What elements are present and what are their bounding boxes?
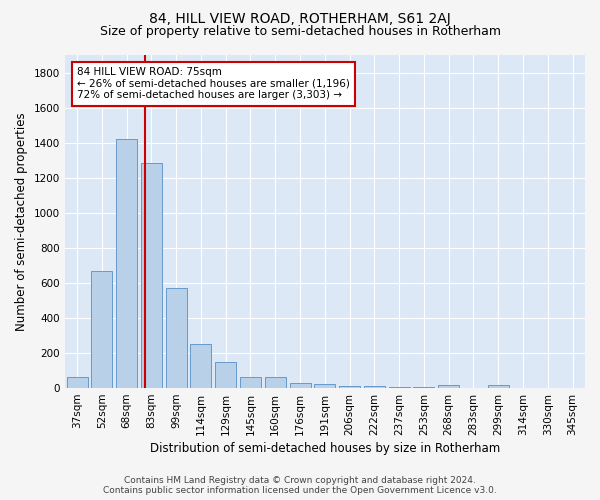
Bar [290, 383, 311, 388]
Y-axis label: Number of semi-detached properties: Number of semi-detached properties [15, 112, 28, 331]
Text: Size of property relative to semi-detached houses in Rotherham: Size of property relative to semi-detach… [100, 25, 500, 38]
Bar [240, 376, 261, 388]
Bar [67, 376, 88, 388]
Bar [215, 362, 236, 388]
Bar [265, 377, 286, 388]
Text: 84, HILL VIEW ROAD, ROTHERHAM, S61 2AJ: 84, HILL VIEW ROAD, ROTHERHAM, S61 2AJ [149, 12, 451, 26]
Bar [339, 386, 360, 388]
Bar [488, 385, 509, 388]
Bar [141, 163, 162, 388]
Bar [91, 270, 112, 388]
Bar [364, 386, 385, 388]
Bar [413, 387, 434, 388]
Text: 84 HILL VIEW ROAD: 75sqm
← 26% of semi-detached houses are smaller (1,196)
72% o: 84 HILL VIEW ROAD: 75sqm ← 26% of semi-d… [77, 68, 350, 100]
Bar [438, 384, 459, 388]
Text: Contains HM Land Registry data © Crown copyright and database right 2024.
Contai: Contains HM Land Registry data © Crown c… [103, 476, 497, 495]
Bar [116, 139, 137, 388]
Bar [389, 387, 410, 388]
Bar [190, 344, 211, 388]
X-axis label: Distribution of semi-detached houses by size in Rotherham: Distribution of semi-detached houses by … [150, 442, 500, 455]
Bar [314, 384, 335, 388]
Bar [166, 288, 187, 388]
